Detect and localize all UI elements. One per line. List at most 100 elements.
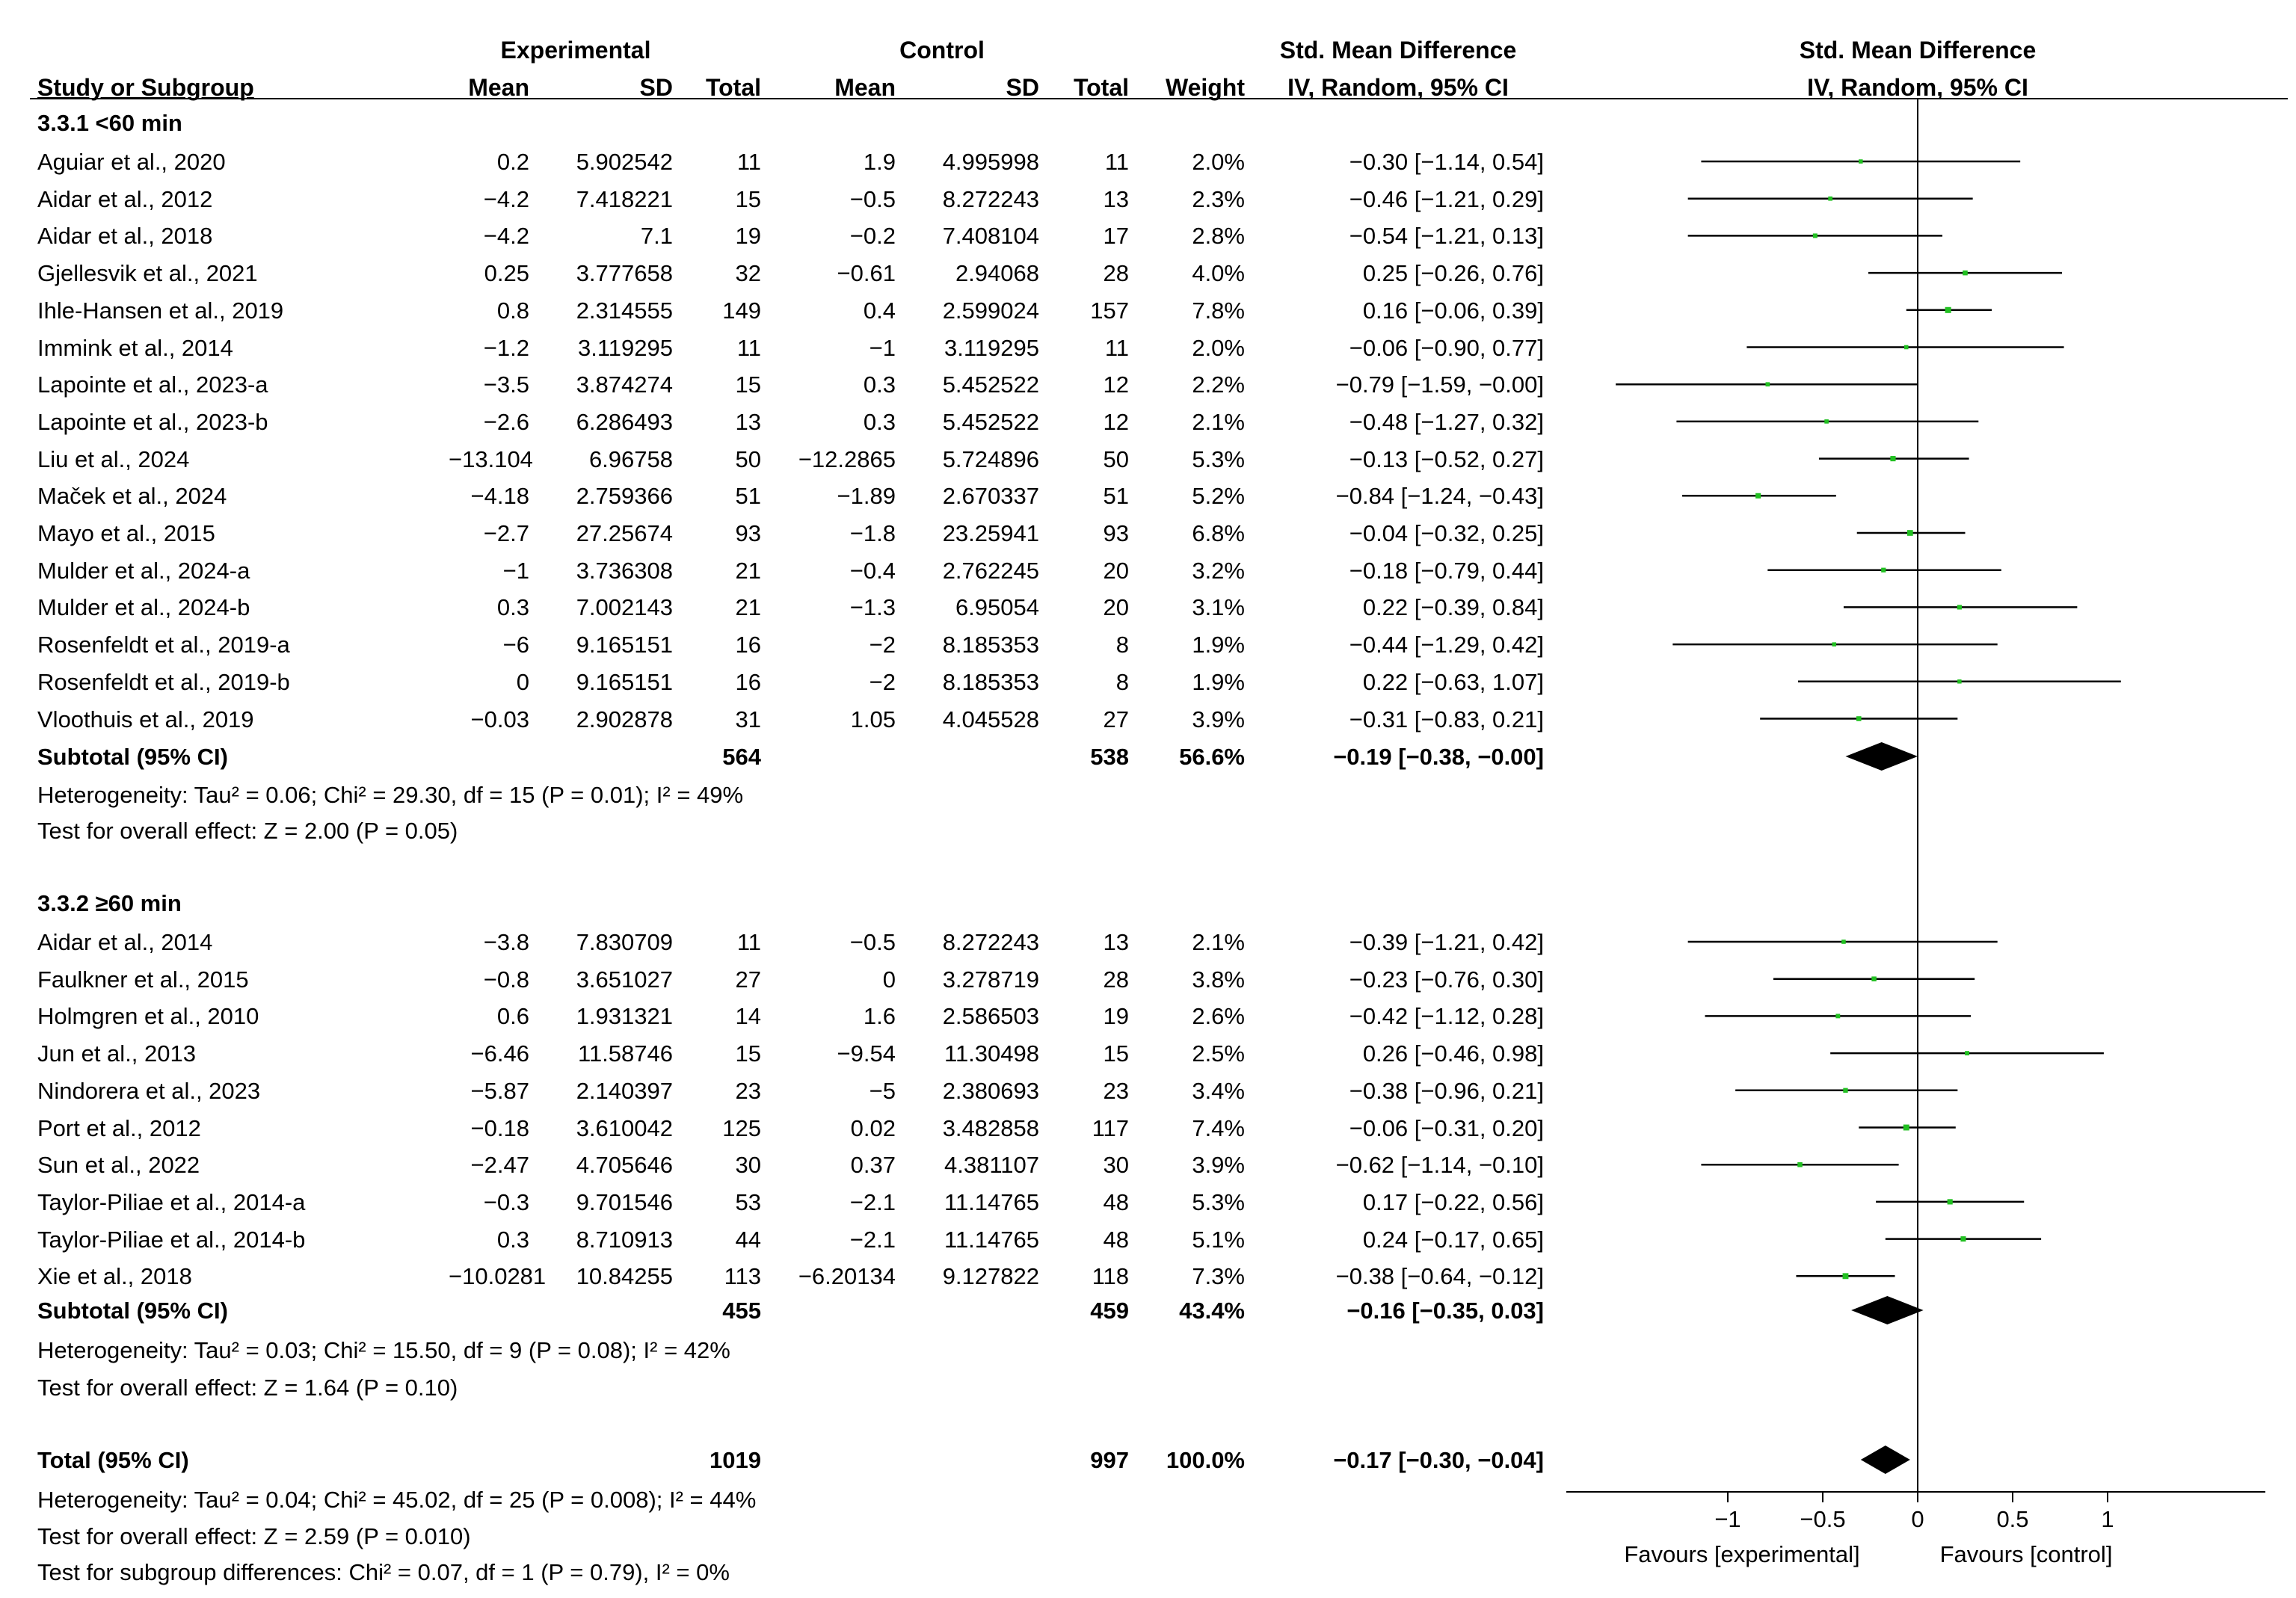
subtotal-exp-total: 455 bbox=[722, 1298, 761, 1324]
x-tick-label: 1 bbox=[2101, 1506, 2114, 1532]
subgroup-title: 3.3.2 ≥60 min bbox=[37, 890, 182, 916]
study-point bbox=[1881, 567, 1886, 573]
exp-mean: −0.03 bbox=[470, 706, 529, 732]
exp-total: 93 bbox=[735, 520, 761, 546]
ctl-total: 93 bbox=[1103, 520, 1129, 546]
exp-total: 125 bbox=[722, 1114, 761, 1141]
x-tick-label: 0 bbox=[1911, 1506, 1924, 1532]
ctl-sd: 2.762245 bbox=[942, 557, 1039, 584]
subtotal-ctl-total: 459 bbox=[1090, 1298, 1129, 1324]
ctl-sd: 2.94068 bbox=[955, 260, 1039, 287]
ctl-sd: 8.272243 bbox=[942, 185, 1039, 212]
ctl-mean: −0.2 bbox=[849, 223, 896, 250]
ctl-total: 157 bbox=[1090, 297, 1129, 324]
study-name: Ihle-Hansen et al., 2019 bbox=[37, 297, 284, 324]
exp-sd: 27.25674 bbox=[576, 520, 673, 546]
study-name: Vloothuis et al., 2019 bbox=[37, 706, 254, 732]
exp-sd: 3.736308 bbox=[576, 557, 673, 584]
ctl-total: 12 bbox=[1103, 371, 1129, 398]
exp-total: 31 bbox=[735, 706, 761, 732]
exp-mean: −3.8 bbox=[483, 929, 529, 955]
smd-ci: −0.42 [−1.12, 0.28] bbox=[1349, 1003, 1544, 1030]
total-label: Total (95% CI) bbox=[37, 1447, 189, 1473]
exp-sd: 8.710913 bbox=[576, 1226, 673, 1253]
header-weight: Weight bbox=[1165, 74, 1245, 101]
study-point bbox=[1765, 382, 1770, 387]
exp-mean: −2.7 bbox=[483, 520, 529, 546]
ctl-total: 13 bbox=[1103, 185, 1129, 212]
exp-total: 44 bbox=[735, 1226, 761, 1253]
study-point bbox=[1960, 1236, 1966, 1242]
ctl-mean: −0.61 bbox=[837, 260, 896, 287]
ctl-sd: 5.724896 bbox=[942, 445, 1039, 472]
smd-ci: −0.06 [−0.90, 0.77] bbox=[1349, 334, 1544, 361]
exp-total: 13 bbox=[735, 408, 761, 435]
ctl-total: 20 bbox=[1103, 594, 1129, 621]
ctl-total: 12 bbox=[1103, 408, 1129, 435]
x-tick-label: −1 bbox=[1714, 1506, 1741, 1532]
ctl-total: 28 bbox=[1103, 260, 1129, 287]
exp-mean: −5.87 bbox=[470, 1077, 529, 1104]
exp-mean: −3.5 bbox=[483, 371, 529, 398]
smd-ci: −0.62 [−1.14, −0.10] bbox=[1335, 1152, 1544, 1179]
ctl-mean: 0 bbox=[882, 966, 896, 993]
weight: 3.9% bbox=[1192, 1152, 1245, 1179]
smd-ci: −0.48 [−1.27, 0.32] bbox=[1349, 408, 1544, 435]
exp-mean: 0.25 bbox=[484, 260, 529, 287]
weight: 6.8% bbox=[1192, 520, 1245, 546]
exp-total: 15 bbox=[735, 1040, 761, 1067]
smd-ci: −0.18 [−0.79, 0.44] bbox=[1349, 557, 1544, 584]
study-name: Port et al., 2012 bbox=[37, 1114, 201, 1141]
ctl-mean: −0.5 bbox=[849, 929, 896, 955]
header-exp-sd: SD bbox=[639, 74, 673, 101]
ctl-mean: 1.05 bbox=[850, 706, 896, 732]
exp-sd: 2.314555 bbox=[576, 297, 673, 324]
exp-mean: −6 bbox=[502, 632, 529, 658]
ctl-sd: 3.278719 bbox=[942, 966, 1039, 993]
smd-ci: −0.23 [−0.76, 0.30] bbox=[1349, 966, 1544, 993]
exp-sd: 3.874274 bbox=[576, 371, 673, 398]
weight: 5.3% bbox=[1192, 445, 1245, 472]
study-name: Aguiar et al., 2020 bbox=[37, 149, 226, 175]
ctl-mean: −2 bbox=[869, 668, 896, 695]
exp-total: 11 bbox=[736, 929, 761, 955]
exp-mean: −10.0281 bbox=[449, 1263, 547, 1290]
exp-total: 15 bbox=[735, 185, 761, 212]
weight: 1.9% bbox=[1192, 632, 1245, 658]
smd-ci: −0.38 [−0.96, 0.21] bbox=[1349, 1077, 1544, 1104]
subtotal-label: Subtotal (95% CI) bbox=[37, 1298, 228, 1324]
ctl-total: 30 bbox=[1103, 1152, 1129, 1179]
exp-mean: −0.3 bbox=[483, 1188, 529, 1215]
weight: 2.6% bbox=[1192, 1003, 1245, 1030]
smd-ci: 0.22 [−0.39, 0.84] bbox=[1362, 594, 1544, 621]
ctl-total: 48 bbox=[1103, 1188, 1129, 1215]
study-name: Maček et al., 2024 bbox=[37, 483, 227, 510]
x-tick-label: 0.5 bbox=[1996, 1506, 2029, 1532]
ctl-mean: −6.20134 bbox=[798, 1263, 896, 1290]
subtotal-ctl-total: 538 bbox=[1090, 744, 1129, 770]
smd-ci: −0.79 [−1.59, −0.00] bbox=[1335, 371, 1544, 398]
study-point bbox=[1859, 159, 1863, 164]
ctl-sd: 4.381107 bbox=[944, 1152, 1039, 1179]
ctl-mean: −2.1 bbox=[849, 1226, 896, 1253]
exp-total: 30 bbox=[735, 1152, 761, 1179]
ctl-total: 118 bbox=[1092, 1263, 1129, 1290]
exp-sd: 7.1 bbox=[640, 223, 673, 250]
study-name: Lapointe et al., 2023-b bbox=[37, 408, 268, 435]
exp-sd: 3.610042 bbox=[576, 1114, 673, 1141]
total-ci: −0.17 [−0.30, −0.04] bbox=[1333, 1447, 1544, 1473]
weight: 7.3% bbox=[1192, 1263, 1245, 1290]
ctl-total: 8 bbox=[1115, 668, 1129, 695]
weight: 7.8% bbox=[1192, 297, 1245, 324]
study-point bbox=[1843, 1088, 1848, 1093]
exp-total: 149 bbox=[722, 297, 761, 324]
smd-ci: 0.24 [−0.17, 0.65] bbox=[1362, 1226, 1544, 1253]
exp-sd: 1.931321 bbox=[576, 1003, 673, 1030]
weight: 3.8% bbox=[1192, 966, 1245, 993]
exp-mean: −2.47 bbox=[470, 1152, 529, 1179]
heterogeneity-text: Heterogeneity: Tau² = 0.03; Chi² = 15.50… bbox=[37, 1337, 730, 1363]
ctl-sd: 11.14765 bbox=[944, 1226, 1039, 1253]
weight: 3.9% bbox=[1192, 706, 1245, 732]
ctl-sd: 5.452522 bbox=[942, 371, 1039, 398]
exp-total: 11 bbox=[736, 334, 761, 361]
